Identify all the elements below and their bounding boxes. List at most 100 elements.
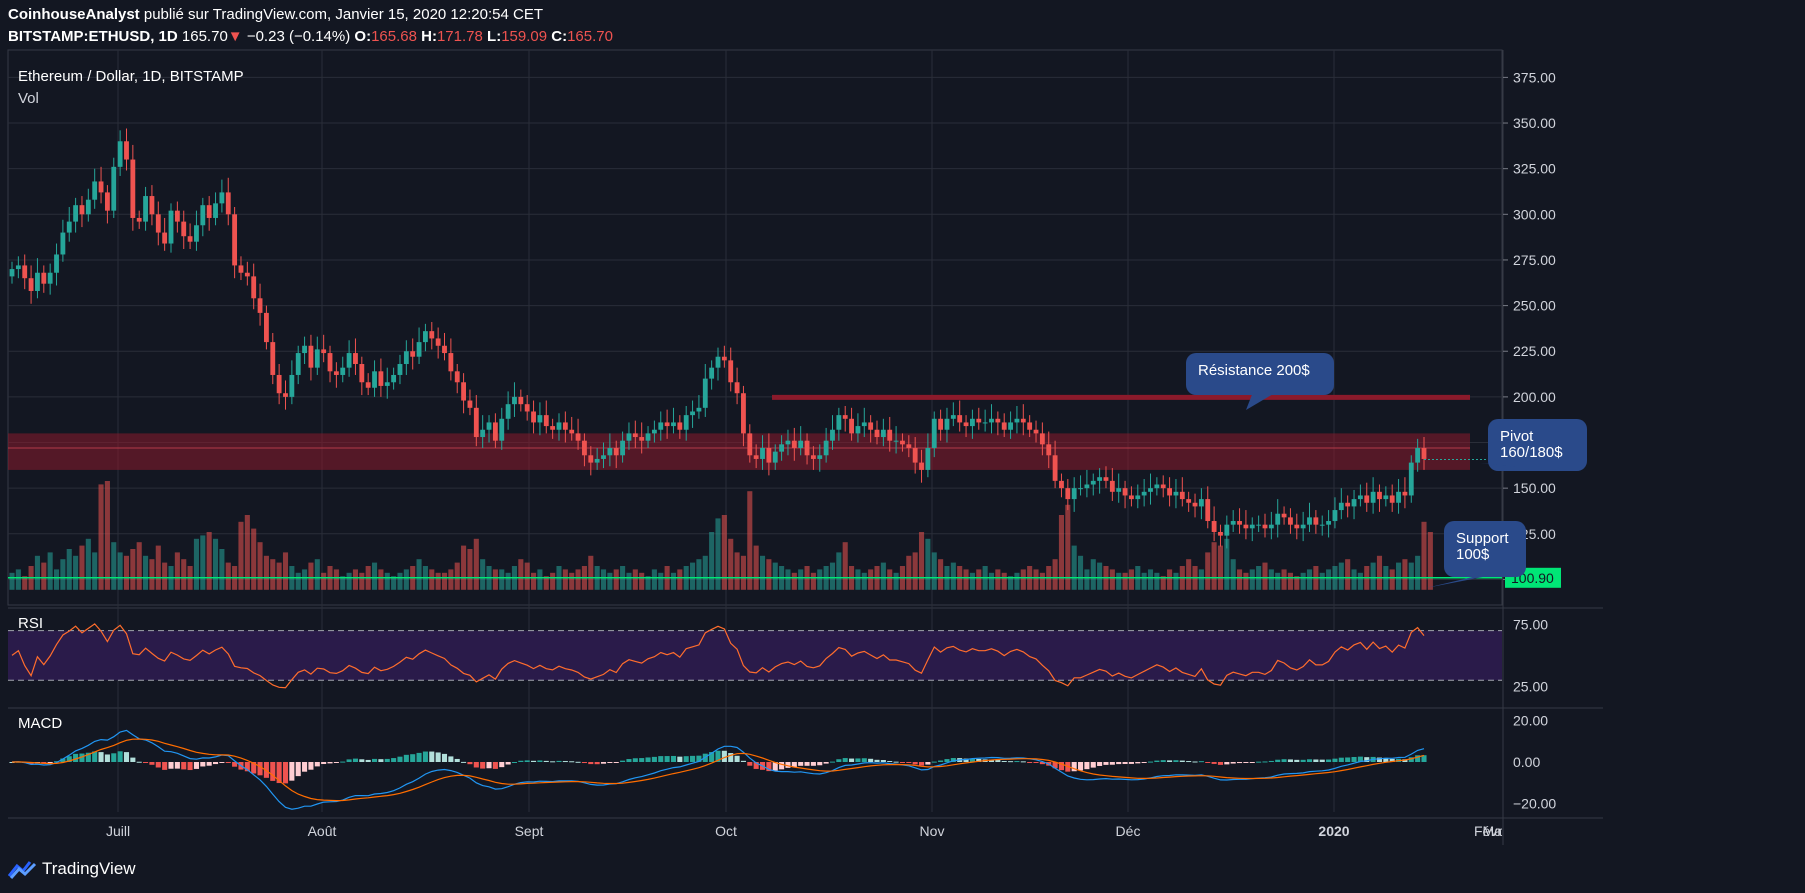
candle-body	[187, 236, 193, 242]
tradingview-footer[interactable]: TradingView	[8, 858, 136, 880]
macd-histogram-bar	[836, 759, 842, 762]
candle-body	[359, 364, 365, 383]
volume-bar	[302, 569, 308, 590]
rsi-tick-label: 75.00	[1513, 616, 1548, 632]
candle-body	[734, 382, 740, 394]
high-label: H:	[421, 28, 437, 45]
candle-body	[842, 415, 848, 419]
macd-histogram-bar	[1306, 759, 1313, 762]
macd-histogram-bar	[136, 761, 142, 763]
macd-histogram-bar	[1179, 760, 1185, 762]
candle-body	[1001, 422, 1007, 430]
macd-histogram-bar	[1160, 760, 1166, 762]
candle-body	[454, 371, 460, 383]
candle-body	[28, 278, 34, 291]
macd-histogram-bar	[715, 750, 721, 762]
macd-histogram-bar	[232, 762, 238, 767]
macd-histogram-bar	[1097, 762, 1103, 766]
volume-bar	[918, 531, 925, 590]
volume-bar	[524, 562, 530, 590]
candle-body	[1154, 484, 1160, 489]
candle-body	[505, 404, 511, 419]
macd-histogram-bar	[244, 762, 250, 772]
macd-histogram-bar	[111, 753, 117, 762]
macd-histogram-bar	[1383, 757, 1389, 762]
macd-histogram-bar	[1294, 759, 1300, 762]
candle-body	[92, 181, 98, 200]
volume-bar	[543, 576, 549, 590]
volume-bar	[1147, 569, 1154, 590]
author-name[interactable]: CoinhouseAnalyst	[8, 6, 140, 23]
macd-histogram-bar	[333, 762, 339, 763]
candle-body	[874, 429, 880, 438]
candle-body	[492, 422, 498, 441]
volume-bar	[562, 569, 568, 590]
macd-histogram-bar	[1268, 760, 1274, 762]
volume-bar	[575, 569, 581, 590]
publish-info: CoinhouseAnalyst publié sur TradingView.…	[8, 6, 543, 23]
volume-bar	[1065, 504, 1071, 590]
volume-bar	[842, 542, 848, 590]
candle-body	[276, 374, 282, 394]
candle-body	[314, 349, 320, 368]
rsi-title: RSI	[18, 615, 43, 632]
open-value: 165.68	[371, 28, 417, 45]
macd-histogram-bar	[92, 751, 98, 762]
macd-histogram-bar	[1071, 762, 1077, 772]
candle-body	[1078, 488, 1083, 490]
candle-body	[1097, 477, 1103, 481]
macd-histogram-bar	[1415, 755, 1421, 762]
macd-histogram-bar	[1020, 761, 1026, 763]
price-change: −0.23 (−0.14%)	[246, 28, 351, 45]
macd-histogram-bar	[550, 761, 556, 763]
candle-body	[1186, 499, 1192, 503]
volume-bar	[855, 569, 861, 590]
candle-body	[372, 371, 377, 388]
volume-bar	[1122, 572, 1128, 590]
candle-body	[518, 396, 524, 405]
volume-bar	[1211, 542, 1217, 590]
candle-body	[353, 353, 358, 365]
candle-body	[423, 331, 428, 343]
candle-body	[613, 447, 619, 456]
volume-bar	[817, 569, 823, 590]
candle-body	[1351, 499, 1357, 507]
macd-histogram-bar	[690, 755, 696, 762]
macd-tick-label: 20.00	[1513, 712, 1548, 728]
volume-bar	[1052, 559, 1058, 590]
macd-histogram-bar	[709, 752, 715, 762]
volume-bar	[1370, 562, 1376, 590]
volume-bar	[1268, 569, 1274, 590]
candle-body	[830, 429, 835, 441]
macd-histogram-bar	[308, 762, 314, 770]
volume-bar	[1058, 514, 1065, 590]
x-tick-label: 2020	[1318, 823, 1349, 839]
volume-bar	[721, 514, 727, 590]
macd-histogram-bar	[352, 758, 359, 762]
macd-histogram-bar	[906, 762, 912, 763]
candle-body	[976, 418, 982, 423]
volume-bar	[435, 572, 441, 590]
macd-histogram-bar	[473, 762, 479, 768]
macd-histogram-bar	[85, 752, 91, 762]
volume-bar	[473, 538, 479, 590]
macd-histogram-bar	[73, 753, 79, 762]
macd-histogram-bar	[302, 762, 308, 772]
volume-bar	[193, 538, 199, 590]
macd-histogram-bar	[1128, 762, 1134, 764]
volume-bar	[270, 559, 276, 590]
candle-body	[1268, 524, 1274, 529]
volume-bar	[378, 569, 384, 590]
macd-histogram-bar	[537, 760, 543, 762]
macd-histogram-bar	[480, 762, 486, 769]
candle-body	[1288, 517, 1293, 525]
volume-bar	[772, 562, 778, 590]
volume-bar	[429, 569, 435, 590]
candle-body	[963, 422, 969, 427]
volume-bar	[1421, 521, 1427, 590]
candle-body	[639, 437, 645, 441]
candle-body	[1370, 491, 1376, 503]
volume-bar	[499, 569, 505, 590]
volume-bar	[766, 559, 772, 590]
